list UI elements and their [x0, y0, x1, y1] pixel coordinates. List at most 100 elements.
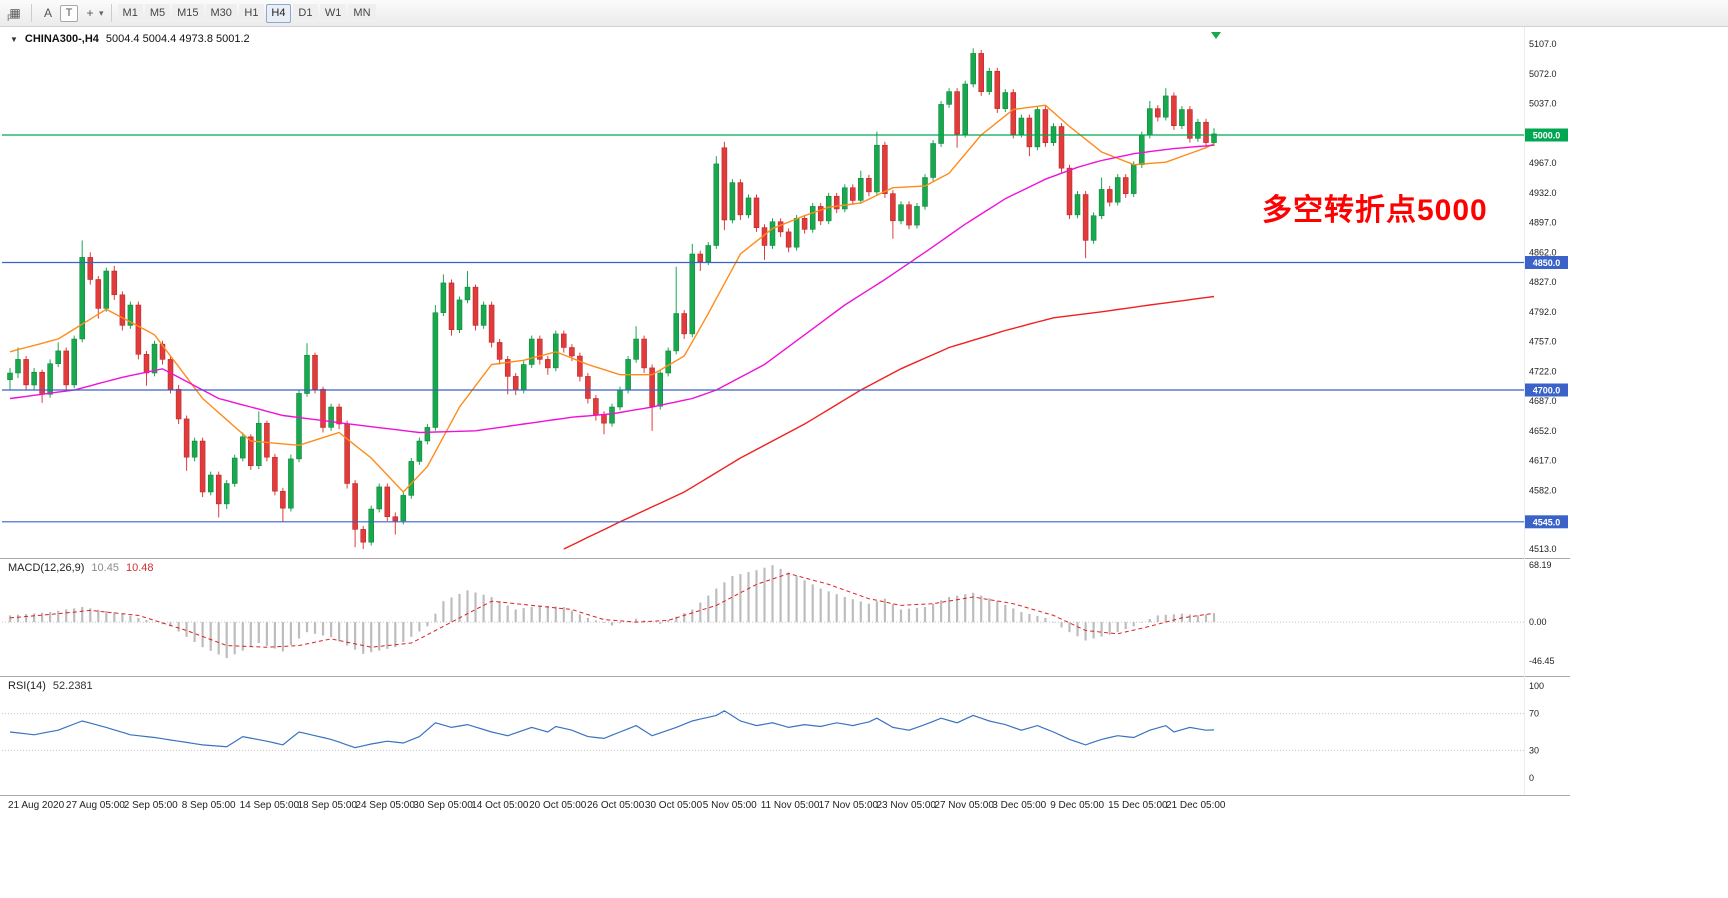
svg-text:30: 30 — [1529, 745, 1539, 755]
symbol-label: CHINA300-,H4 — [24, 33, 99, 45]
timeframe-button-d1[interactable]: D1 — [292, 3, 318, 23]
date-label: 17 Nov 05:00 — [818, 800, 879, 811]
svg-text:4932.0: 4932.0 — [1529, 188, 1557, 198]
date-label: 30 Oct 05:00 — [644, 800, 703, 811]
date-label: 14 Oct 05:00 — [471, 800, 529, 811]
timeframe-button-m30[interactable]: M30 — [205, 3, 237, 23]
svg-text:4827.0: 4827.0 — [1529, 277, 1557, 287]
moving-average-lines — [9, 104, 1215, 550]
chart-annotation: 多空转折点5000 — [1262, 194, 1488, 227]
date-label: 14 Sep 05:00 — [239, 800, 300, 811]
svg-text:4652.0: 4652.0 — [1529, 426, 1557, 436]
svg-text:0: 0 — [1529, 773, 1534, 783]
ma-slow-red — [563, 295, 1215, 550]
date-label: 15 Dec 05:00 — [1108, 800, 1168, 811]
date-label: 21 Aug 2020 — [8, 800, 65, 811]
time-axis: 21 Aug 2020 27 Aug 05:00 2 Sep 05:00 8 Sep … — [0, 797, 1570, 815]
price-level-badge — [1525, 383, 1568, 397]
timeframe-button-h4[interactable]: H4 — [265, 3, 291, 23]
toolbar-separator — [110, 4, 112, 22]
timeframe-button-h1[interactable]: H1 — [238, 3, 264, 23]
date-label: 21 Dec 05:00 — [1166, 800, 1226, 811]
price-chart-canvas[interactable]: 5000.0 4850.0 4700.0 4545.0 5107.0 5072.0 5037… — [0, 27, 1570, 558]
rsi-line — [9, 710, 1215, 749]
date-label: 18 Sep 05:00 — [297, 800, 358, 811]
date-label: 23 Nov 05:00 — [876, 800, 937, 811]
svg-text:4687.0: 4687.0 — [1529, 396, 1557, 406]
date-label: 27 Aug 05:00 — [65, 800, 125, 811]
collapse-triangle-icon[interactable]: ▼ — [10, 34, 18, 44]
svg-text:100: 100 — [1529, 681, 1544, 691]
panel-separator — [0, 795, 1570, 796]
horizontal-level-lines[interactable]: 5000.0 4850.0 4700.0 4545.0 — [2, 128, 1568, 529]
toolbar-separator — [31, 4, 32, 22]
price-axis-ticks: 5107.0 5072.0 5037.0 4967.0 4932.0 4897.0 4862… — [1529, 39, 1557, 554]
panel-separator[interactable] — [0, 558, 1570, 559]
rsi-canvas[interactable]: 100 70 30 0 — [0, 677, 1570, 795]
chart-window: 5000.0 4850.0 4700.0 4545.0 5107.0 5072.0 5037… — [0, 27, 1728, 898]
svg-text:4513.0: 4513.0 — [1529, 544, 1557, 554]
svg-text:68.19: 68.19 — [1529, 560, 1552, 570]
price-level-badge — [1525, 515, 1568, 529]
timeframe-button-m15[interactable]: M15 — [172, 3, 204, 23]
toolbar-handle-label: F — [7, 13, 13, 23]
arrow-tool-icon[interactable]: A — [43, 6, 52, 20]
date-label: 11 Nov 05:00 — [760, 800, 820, 811]
ohlc-values: 5004.4 5004.4 4973.8 5001.2 — [105, 33, 250, 45]
svg-text:4792.0: 4792.0 — [1529, 307, 1557, 317]
candlesticks — [7, 48, 1217, 549]
crosshair-tool-icon[interactable]: + — [86, 6, 94, 20]
date-label: 5 Nov 05:00 — [702, 800, 757, 811]
macd-main-value: 10.45 — [91, 562, 119, 574]
svg-text:5037.0: 5037.0 — [1529, 99, 1557, 109]
price-level-badge — [1525, 128, 1568, 142]
svg-text:4545.0: 4545.0 — [1533, 517, 1561, 527]
chevron-down-icon[interactable]: ▾ — [99, 7, 104, 18]
timeframe-button-m5[interactable]: M5 — [144, 3, 171, 23]
svg-text:0.00: 0.00 — [1529, 617, 1547, 627]
rsi-axis-ticks: 100 70 30 0 — [1529, 681, 1544, 783]
toolbar: ▦ A T + ▾ M1 M5 M15 M30 H1 H4 D1 W1 MN — [0, 0, 1728, 27]
svg-text:4582.0: 4582.0 — [1529, 485, 1557, 495]
timeframe-button-m1[interactable]: M1 — [117, 3, 143, 23]
date-label: 30 Sep 05:00 — [413, 800, 473, 811]
macd-signal-value: 10.48 — [125, 562, 154, 574]
date-label: 20 Oct 05:00 — [529, 800, 587, 811]
svg-text:4850.0: 4850.0 — [1533, 258, 1561, 268]
panel-separator[interactable] — [0, 676, 1570, 677]
chart-shift-marker[interactable] — [1211, 32, 1221, 39]
price-level-badge — [1525, 256, 1568, 269]
svg-text:-46.45: -46.45 — [1529, 656, 1555, 666]
rsi-indicator-label: RSI(14) 52.2381 — [8, 680, 93, 692]
svg-text:70: 70 — [1529, 709, 1539, 719]
svg-text:5000.0: 5000.0 — [1533, 131, 1561, 141]
macd-name: MACD(12,26,9) — [8, 562, 85, 574]
price-axis-border — [1524, 27, 1525, 795]
ma-medium-magenta — [9, 144, 1215, 434]
svg-text:4722.0: 4722.0 — [1529, 366, 1557, 376]
svg-text:5107.0: 5107.0 — [1529, 39, 1557, 49]
text-tool-icon[interactable]: T — [60, 4, 78, 22]
rsi-value: 52.2381 — [52, 680, 93, 692]
date-label: 8 Sep 05:00 — [181, 800, 236, 811]
macd-histogram — [8, 565, 1216, 659]
date-label: 24 Sep 05:00 — [355, 800, 415, 811]
svg-text:4967.0: 4967.0 — [1529, 158, 1557, 168]
ma-fast-orange — [9, 104, 1215, 494]
svg-text:5072.0: 5072.0 — [1529, 69, 1557, 79]
macd-signal-line — [9, 572, 1215, 648]
date-label: 2 Sep 05:00 — [123, 800, 178, 811]
date-label: 26 Oct 05:00 — [587, 800, 645, 811]
date-label: 3 Dec 05:00 — [992, 800, 1047, 811]
date-label: 27 Nov 05:00 — [934, 800, 994, 811]
svg-text:4617.0: 4617.0 — [1529, 456, 1557, 466]
symbol-info-bar: ▼ CHINA300-,H4 5004.4 5004.4 4973.8 5001… — [10, 33, 250, 45]
svg-text:4700.0: 4700.0 — [1533, 386, 1561, 396]
macd-indicator-label: MACD(12,26,9) 10.45 10.48 — [8, 562, 153, 574]
macd-canvas[interactable]: 68.19 0.00 -46.45 — [0, 559, 1570, 676]
svg-text:4757.0: 4757.0 — [1529, 337, 1557, 347]
macd-axis-ticks: 68.19 0.00 -46.45 — [1529, 560, 1555, 666]
chart-grid-icon[interactable]: ▦ — [9, 6, 21, 20]
timeframe-button-mn[interactable]: MN — [348, 3, 376, 23]
timeframe-button-w1[interactable]: W1 — [319, 3, 347, 23]
